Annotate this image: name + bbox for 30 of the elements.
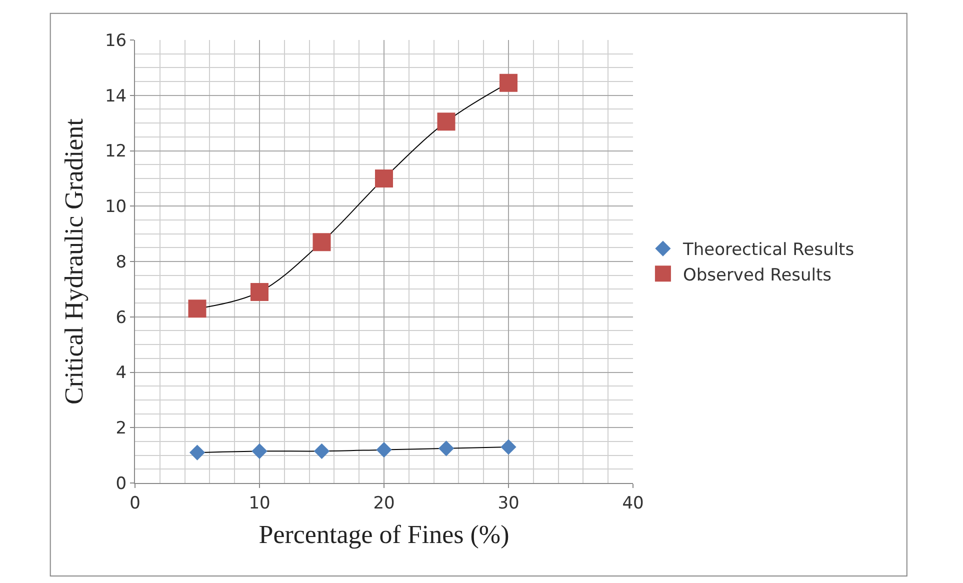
point [375, 169, 393, 188]
point [250, 282, 268, 301]
point [188, 300, 206, 318]
point [437, 112, 456, 131]
point [312, 233, 331, 252]
y-tick-label: 0 [116, 474, 127, 494]
x-tick-label: 10 [248, 493, 270, 514]
y-tick-label: 14 [104, 86, 127, 106]
point [314, 443, 330, 459]
y-tick-label: 8 [116, 252, 127, 272]
y-tick-label: 4 [116, 363, 127, 384]
y-tick-label: 6 [116, 308, 127, 328]
legend-label: Theorectical Results [682, 240, 854, 260]
x-tick-label: 20 [373, 493, 395, 514]
point [438, 440, 454, 456]
x-tick-label: 40 [622, 493, 644, 514]
point [500, 439, 516, 455]
point [376, 442, 392, 458]
y-tick-label: 16 [104, 30, 127, 51]
y-axis-title: Critical Hydraulic Gradient [59, 118, 88, 404]
y-tick-label: 2 [116, 418, 127, 439]
point [252, 443, 268, 459]
x-tick-label: 30 [498, 493, 520, 514]
legend-label: Observed Results [682, 265, 832, 286]
x-tick-label: 0 [130, 493, 140, 514]
y-tick-label: 10 [104, 197, 127, 218]
point [500, 74, 518, 92]
x-axis-title: Percentage of Fines (%) [258, 520, 510, 550]
point [189, 444, 206, 460]
y-tick-label: 12 [104, 142, 127, 162]
